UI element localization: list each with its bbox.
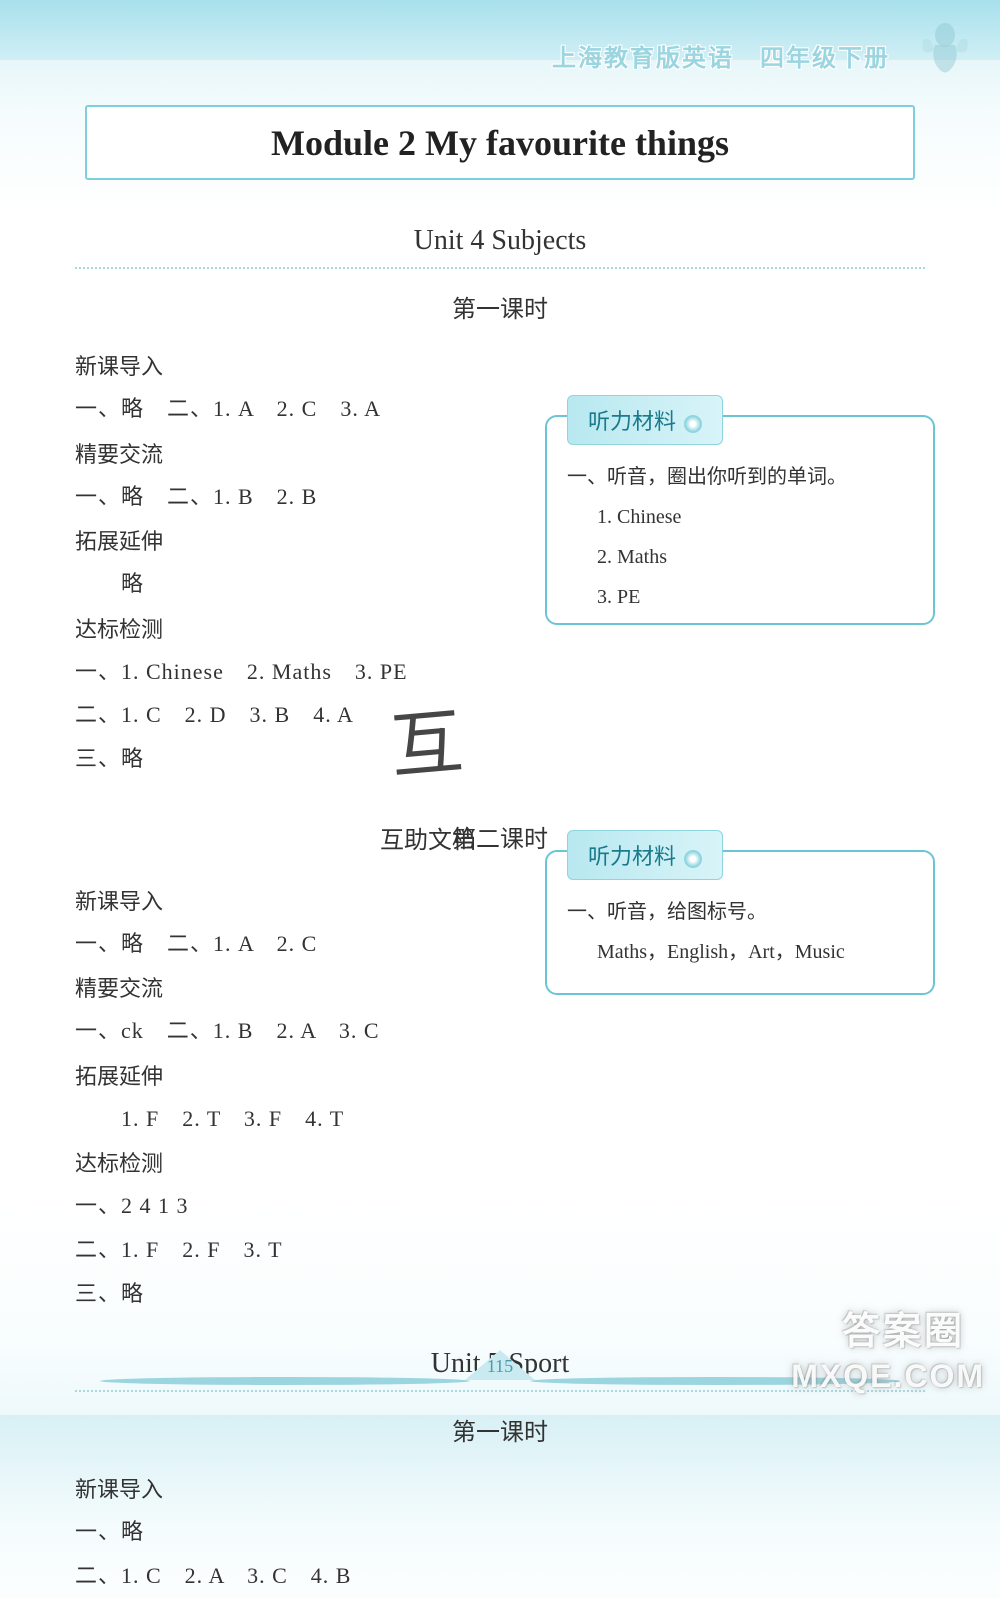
lesson2-title: 第二课时: [75, 819, 925, 854]
answer-line: 略: [75, 564, 515, 604]
section-heading: 达标检测: [75, 612, 515, 644]
section-heading: 达标检测: [75, 1146, 515, 1178]
dotted-divider: [75, 267, 925, 269]
answer-line: 一、ck 二、1. B 2. A 3. C: [75, 1011, 515, 1051]
listening-intro: 一、听音，给图标号。: [567, 892, 913, 932]
answer-line: 二、1. F 2. F 3. T: [75, 1230, 515, 1270]
lesson1-title: 第一课时: [75, 289, 925, 324]
unit5-lesson1-title: 第一课时: [75, 1412, 925, 1447]
answer-line: 一、略 二、1. B 2. B: [75, 477, 515, 517]
answer-line: 二、1. C 2. A 3. C 4. B: [75, 1556, 515, 1596]
answer-line: 1. F 2. T 3. F 4. T: [75, 1099, 515, 1139]
page-arc-left: [100, 1377, 470, 1385]
answer-line: 三、略: [75, 1274, 515, 1314]
answer-line: 一、略 二、1. A 2. C 3. A: [75, 389, 515, 429]
section-heading: 新课导入: [75, 349, 515, 381]
bottom-watermark-url: MXQE.COM: [791, 1358, 985, 1395]
listening-tab: 听力材料: [567, 395, 723, 445]
section-heading: 拓展延伸: [75, 1059, 515, 1091]
listening-tab: 听力材料: [567, 830, 723, 880]
listening-box-2: 听力材料 一、听音，给图标号。 Maths，English，Art，Music: [545, 850, 935, 995]
answer-line: 一、2 4 1 3: [75, 1186, 515, 1226]
lesson2-answers: 新课导入 一、略 二、1. A 2. C 精要交流 一、ck 二、1. B 2.…: [75, 884, 515, 1314]
answer-line: 一、略: [75, 1512, 515, 1552]
unit4-title: Unit 4 Subjects: [75, 225, 925, 257]
module-title-box: Module 2 My favourite things: [85, 105, 915, 180]
listening-content: 一、听音，圈出你听到的单词。 1. Chinese 2. Maths 3. PE: [567, 457, 913, 617]
fairy-icon: [915, 15, 975, 90]
listening-item: 2. Maths: [597, 537, 913, 577]
section-heading: 精要交流: [75, 437, 515, 469]
watermark-sub: 互助文档: [380, 820, 476, 855]
bottom-watermark-text: 答案圈: [842, 1300, 965, 1355]
answer-line: 一、略 二、1. A 2. C: [75, 924, 515, 964]
listening-intro: 一、听音，圈出你听到的单词。: [567, 457, 913, 497]
section-heading: 新课导入: [75, 884, 515, 916]
page-number: 115: [487, 1356, 513, 1377]
listening-item: Maths，English，Art，Music: [597, 932, 913, 972]
section-heading: 拓展延伸: [75, 524, 515, 556]
unit5-lesson1-answers: 新课导入 一、略 二、1. C 2. A 3. C 4. B: [75, 1472, 515, 1595]
header-subject-text: 上海教育版英语 四年级下册: [552, 38, 890, 73]
section-heading: 精要交流: [75, 971, 515, 1003]
module-title: Module 2 My favourite things: [271, 122, 729, 164]
section-heading: 新课导入: [75, 1472, 515, 1504]
listening-item: 1. Chinese: [597, 497, 913, 537]
listening-box-1: 听力材料 一、听音，圈出你听到的单词。 1. Chinese 2. Maths …: [545, 415, 935, 625]
listening-item: 3. PE: [597, 577, 913, 617]
watermark-main: 互: [386, 682, 467, 793]
page-footer-decoration: 115: [100, 1350, 900, 1385]
listening-content: 一、听音，给图标号。 Maths，English，Art，Music: [567, 892, 913, 972]
